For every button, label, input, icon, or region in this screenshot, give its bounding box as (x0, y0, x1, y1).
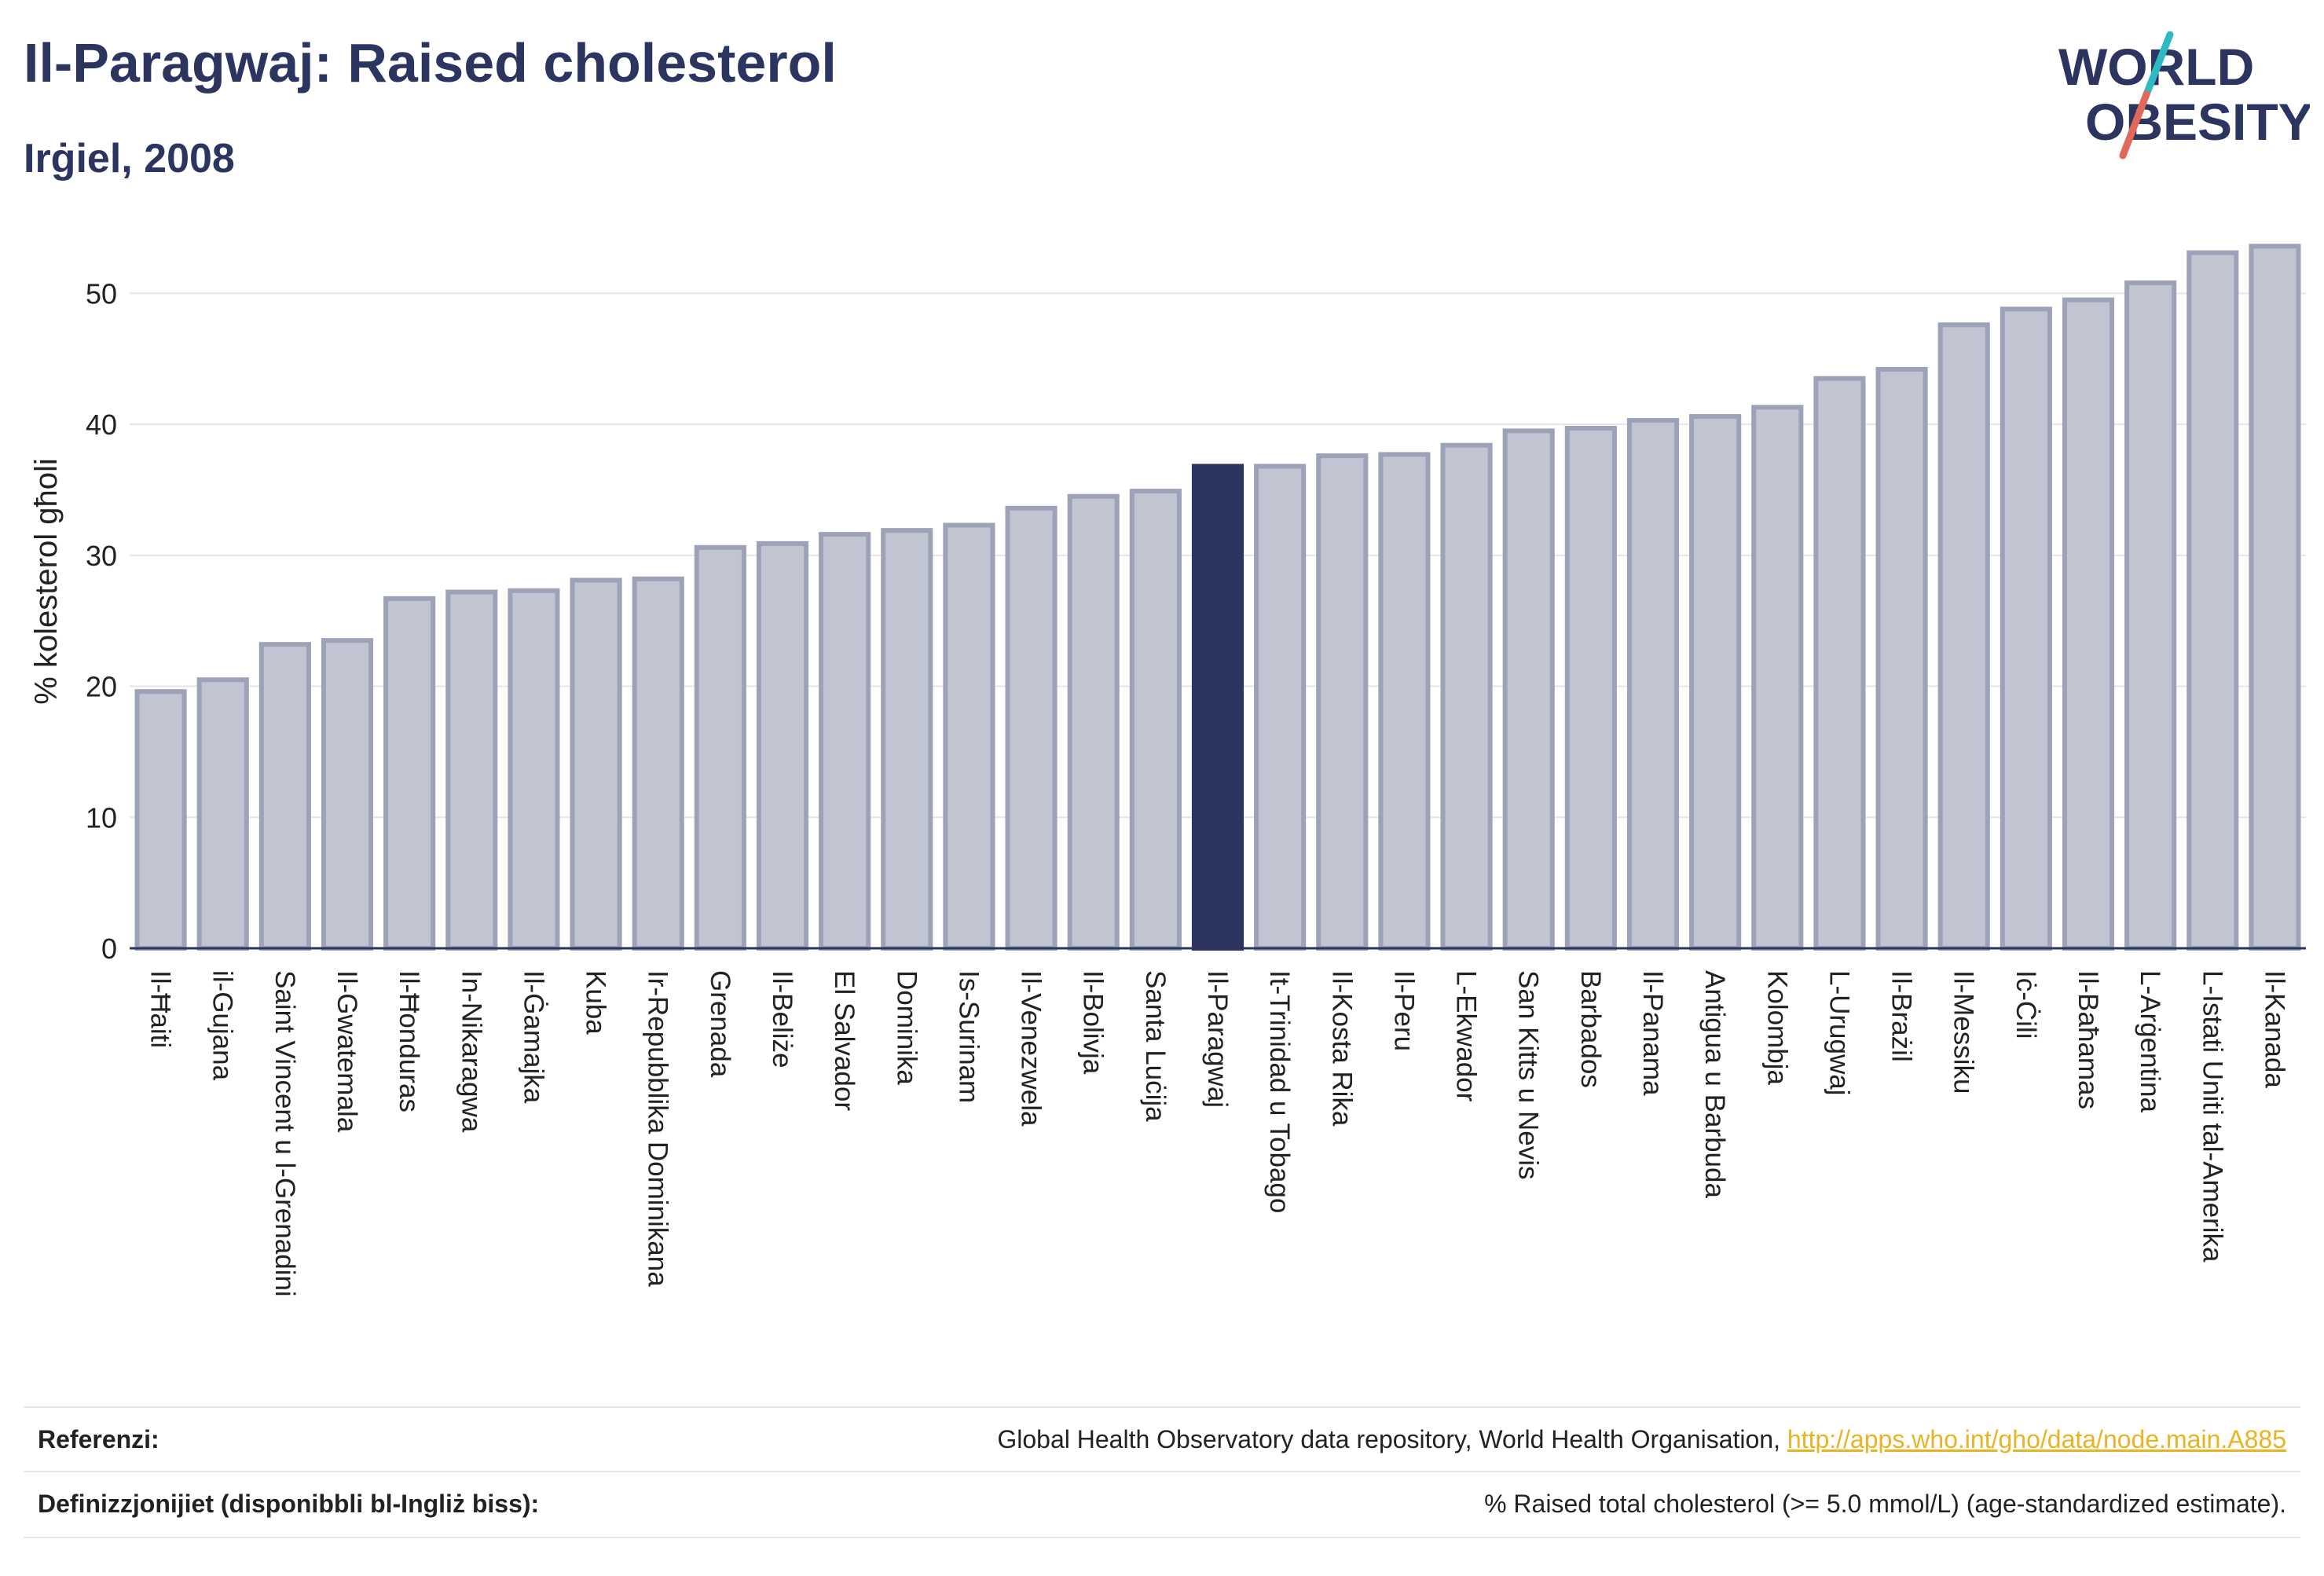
bar[interactable] (1689, 414, 1742, 951)
x-tick-label: L-Istati Uniti tal-Amerika (2197, 970, 2227, 1263)
x-tick-label: Kolombja (1761, 970, 1792, 1085)
bar[interactable] (1316, 453, 1369, 951)
x-tick-label: Il-Gwatemala (332, 970, 362, 1133)
bar[interactable] (1440, 442, 1493, 951)
bar[interactable] (1937, 322, 1990, 951)
x-tick-label: Il-Peru (1388, 970, 1419, 1051)
page-subtitle: Irġiel, 2008 (24, 136, 235, 181)
sources-link[interactable]: http://apps.who.int/gho/data/node.main.A… (1787, 1425, 2286, 1453)
x-tick-label: Ir-Repubblika Dominikana (643, 970, 673, 1287)
x-tick-label: Il-Panama (1637, 970, 1668, 1096)
axis-layer: 0 10 20 30 40 50 Il-Ħaiti il-Gujana Saint Vincen… (86, 277, 2306, 1297)
bar[interactable] (134, 689, 187, 951)
logo-slash-red (2119, 90, 2150, 159)
bar[interactable] (1191, 464, 1244, 951)
bar[interactable] (1502, 428, 1555, 951)
bar[interactable] (2249, 244, 2301, 951)
x-tick-label: Il-Messiku (1948, 970, 1979, 1094)
y-axis-label: % kolesterol għoli (29, 458, 64, 705)
x-tick-label: Saint Vincent u l-Grenadini (269, 970, 300, 1297)
bar[interactable] (1378, 452, 1431, 951)
bar[interactable] (819, 532, 871, 951)
logo-line2: OBESITY (2085, 93, 2310, 151)
x-tick-label: Il-Venezwela (1016, 970, 1047, 1127)
x-tick-label: L-Urugwaj (1824, 970, 1854, 1096)
y-tick-label: 0 (101, 933, 117, 965)
bar[interactable] (1564, 426, 1617, 951)
bar-layer (134, 244, 2301, 951)
x-tick-label: El Salvador (829, 970, 860, 1111)
x-tick-label: In-Nikaragwa (456, 970, 486, 1133)
bar[interactable] (445, 589, 498, 951)
bar[interactable] (2124, 280, 2177, 951)
bar[interactable] (2062, 297, 2115, 951)
y-tick-label: 10 (86, 801, 117, 834)
x-tick-label: Il-Brażil (1886, 970, 1917, 1062)
bar[interactable] (1067, 493, 1120, 951)
x-tick-label: Il-Kosta Rika (1326, 970, 1357, 1127)
sources-row: Referenzi: Global Health Observatory dat… (24, 1406, 2300, 1472)
bar[interactable] (570, 577, 622, 951)
bar[interactable] (1254, 464, 1307, 951)
x-tick-label: Grenada (705, 970, 735, 1078)
bar[interactable] (1813, 376, 1866, 951)
page-title: Il-Paragwaj: Raised cholesterol (24, 32, 837, 93)
definitions-row: Definizzjonijiet (disponibbli bl-Ingliż … (24, 1471, 2300, 1538)
x-tick-label: Antigua u Barbuda (1699, 970, 1730, 1198)
y-tick-label: 40 (86, 409, 117, 441)
x-tick-label: Il-Bolivja (1078, 970, 1109, 1075)
x-tick-label: Il-Beliże (767, 970, 797, 1068)
sources-text: Global Health Observatory data repositor… (997, 1425, 1787, 1453)
x-tick-label: Barbados (1575, 970, 1606, 1088)
definitions-label: Definizzjonijiet (disponibbli bl-Ingliż … (38, 1490, 540, 1518)
x-tick-label: Il-Ġamajka (518, 970, 548, 1104)
bar[interactable] (943, 522, 995, 951)
x-tick-label: Il-Ħaiti (145, 970, 176, 1048)
x-tick-label: Il-Paragwaj (1202, 970, 1233, 1108)
bar[interactable] (2187, 250, 2239, 951)
sources-value: Global Health Observatory data repositor… (997, 1425, 2286, 1454)
bar[interactable] (1626, 418, 1680, 951)
x-tick-label: L-Ekwador (1451, 970, 1482, 1102)
logo-slash-teal (2143, 31, 2174, 98)
bar[interactable] (508, 588, 560, 951)
bar-chart: 0 10 20 30 40 50 Il-Ħaiti il-Gujana Saint Vincen… (29, 244, 2306, 1297)
bar[interactable] (383, 596, 436, 951)
x-tick-label: Il-Ħonduras (394, 970, 424, 1112)
bar[interactable] (1005, 505, 1058, 951)
x-tick-label: Kuba (581, 970, 611, 1035)
bar[interactable] (881, 528, 933, 951)
bar[interactable] (694, 544, 746, 951)
bar[interactable] (2000, 306, 2052, 951)
bar[interactable] (756, 541, 809, 951)
x-tick-label: il-Gujana (207, 970, 238, 1081)
bar[interactable] (258, 642, 311, 951)
x-tick-label: Santa Luċija (1140, 970, 1171, 1122)
bar[interactable] (632, 576, 684, 951)
x-tick-label: L-Arġentina (2135, 970, 2165, 1112)
bar[interactable] (1129, 489, 1182, 951)
definitions-text: % Raised total cholesterol (>= 5.0 mmol/… (1484, 1490, 2286, 1518)
x-tick-label: Dominika (891, 970, 922, 1085)
y-tick-label: 20 (86, 671, 117, 703)
y-tick-label: 50 (86, 277, 117, 310)
y-tick-label: 30 (86, 540, 117, 572)
x-tick-label: San Kitts u Nevis (1513, 970, 1544, 1180)
x-tick-label: Iċ-Ċili (2011, 970, 2041, 1039)
x-tick-label: It-Trinidad u Tobago (1264, 970, 1295, 1213)
bar[interactable] (1875, 367, 1928, 951)
bar[interactable] (321, 638, 374, 951)
bar[interactable] (1751, 405, 1804, 951)
x-tick-label: Il-Baħamas (2073, 970, 2103, 1109)
bar[interactable] (196, 677, 249, 951)
x-tick-label: Il-Kanada (2259, 970, 2289, 1088)
sources-label: Referenzi: (38, 1425, 159, 1453)
world-obesity-logo: WORLD OBESITY (2058, 31, 2310, 159)
x-tick-label: Is-Surinam (953, 970, 984, 1103)
